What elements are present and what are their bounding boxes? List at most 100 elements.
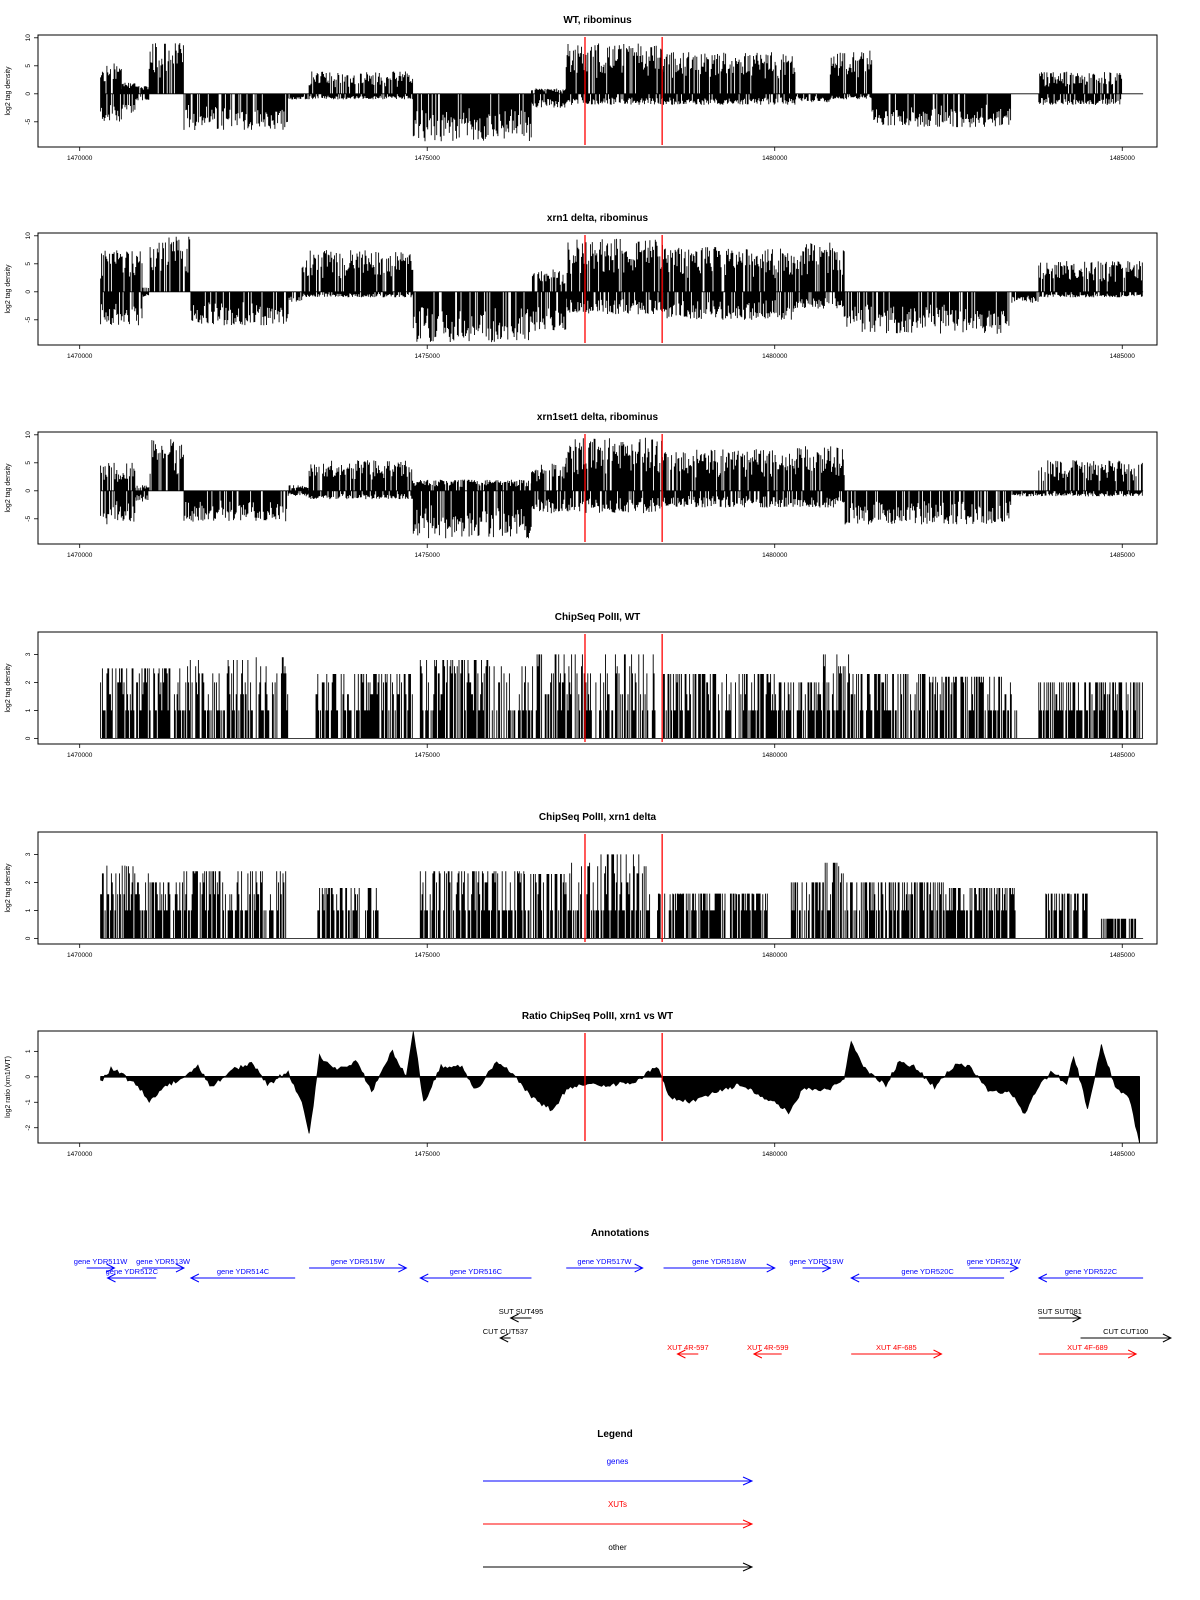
- x-tick-label: 1480000: [762, 952, 788, 959]
- legend-panel: Legend genes XUTs other: [483, 1429, 754, 1572]
- feature-xut-4r-599: XUT 4R-599: [747, 1343, 789, 1359]
- legend-entry-genes: genes: [483, 1457, 754, 1486]
- y-tick-label: 5: [25, 64, 32, 68]
- feature-gene-ydr518w: gene YDR518W: [663, 1257, 776, 1273]
- feature-gene-ydr511w: gene YDR511W: [74, 1257, 128, 1273]
- feature-label: gene YDR522C: [1065, 1267, 1118, 1276]
- panel-title: ChipSeq PolII, WT: [555, 612, 641, 623]
- feature-label: SUT SUT495: [499, 1307, 543, 1316]
- legend-title: Legend: [597, 1429, 633, 1440]
- y-tick-label: 0: [25, 92, 32, 96]
- feature-arrow-head: [189, 1273, 200, 1283]
- y-axis-label: log2 ratio (xrn1/WT): [5, 1056, 12, 1118]
- x-tick-label: 1485000: [1110, 952, 1136, 959]
- feature-label: gene YDR517W: [577, 1257, 632, 1266]
- feature-label: gene YDR520C: [901, 1267, 954, 1276]
- x-tick-label: 1485000: [1110, 155, 1136, 162]
- y-axis-label: log2 tag density: [5, 863, 12, 913]
- x-tick-label: 1485000: [1110, 752, 1136, 759]
- feature-label: CUT CUT100: [1103, 1327, 1148, 1336]
- plot-area: [100, 437, 1144, 539]
- feature-arrow-head: [1072, 1313, 1082, 1323]
- x-tick-label: 1480000: [762, 552, 788, 559]
- feature-sut-sut495: SUT SUT495: [499, 1307, 543, 1323]
- panel-title: ChipSeq PolII, xrn1 delta: [539, 812, 657, 823]
- y-tick-label: -2: [25, 1124, 32, 1130]
- feature-xut-4f-689: XUT 4F-689: [1038, 1343, 1138, 1359]
- x-tick-label: 1470000: [67, 552, 93, 559]
- y-axis-label: log2 tag density: [5, 66, 12, 116]
- feature-arrow-head: [106, 1273, 116, 1283]
- y-tick-label: 5: [25, 461, 32, 465]
- feature-gene-ydr520c: gene YDR520C: [850, 1267, 1005, 1283]
- legend-entry-xuts: XUTs: [483, 1500, 754, 1529]
- feature-arrow-head: [933, 1349, 943, 1359]
- feature-gene-ydr514c: gene YDR514C: [189, 1267, 296, 1283]
- y-tick-label: -5: [25, 317, 32, 323]
- x-tick-label: 1470000: [67, 1151, 93, 1158]
- density-bars: [100, 236, 1143, 343]
- track-panel-4: ChipSeq PolII, WT 0 1 2 3 log2 tag density 147…: [5, 612, 1158, 759]
- feature-arrow-head: [106, 1263, 116, 1273]
- y-tick-label: 2: [25, 880, 32, 884]
- y-tick-label: 0: [25, 936, 32, 940]
- feature-arrow-head: [499, 1333, 509, 1343]
- feature-label: gene YDR519W: [789, 1257, 844, 1266]
- feature-label: gene YDR513W: [136, 1257, 191, 1266]
- feature-gene-ydr516c: gene YDR516C: [419, 1267, 532, 1283]
- density-bars: [100, 43, 1123, 142]
- plot-frame: [37, 831, 1158, 945]
- track-panel-1: WT, ribominus -5 0 5 10 log2 tag density 14700…: [5, 15, 1158, 162]
- y-tick-label: 5: [25, 262, 32, 266]
- y-tick-label: 3: [25, 852, 32, 856]
- y-tick-label: 3: [25, 652, 32, 656]
- feature-label: gene YDR512C: [106, 1267, 159, 1276]
- density-bars: [100, 437, 1143, 539]
- feature-arrow-head: [175, 1263, 186, 1273]
- y-axis-label: log2 tag density: [5, 264, 12, 314]
- track-panel-6: Ratio ChipSeq PolII, xrn1 vs WT -2 -1 0 1 log…: [5, 1011, 1158, 1158]
- feature-arrow-head: [1009, 1263, 1020, 1273]
- feature-cut-cut537: CUT CUT537: [483, 1327, 528, 1343]
- feature-gene-ydr522c: gene YDR522C: [1037, 1267, 1144, 1283]
- x-tick-label: 1475000: [415, 155, 441, 162]
- feature-gene-ydr512c: gene YDR512C: [106, 1267, 159, 1283]
- x-tick-label: 1470000: [67, 155, 93, 162]
- feature-label: gene YDR518W: [692, 1257, 747, 1266]
- feature-label: gene YDR514C: [217, 1267, 270, 1276]
- feature-gene-ydr521w: gene YDR521W: [967, 1257, 1022, 1273]
- plot-frame: [37, 1030, 1158, 1144]
- feature-label: gene YDR516C: [450, 1267, 503, 1276]
- plot-area: [100, 854, 1144, 939]
- y-tick-label: 1: [25, 708, 32, 712]
- feature-label: SUT SUT081: [1037, 1307, 1081, 1316]
- feature-arrow-head: [850, 1273, 860, 1283]
- plot-frame: [37, 431, 1158, 545]
- panel-title: xrn1 delta, ribominus: [547, 213, 649, 224]
- feature-gene-ydr515w: gene YDR515W: [309, 1257, 408, 1273]
- legend-arrow-head: [742, 1519, 754, 1529]
- x-tick-label: 1470000: [67, 752, 93, 759]
- density-bars: [100, 854, 1137, 939]
- feature-arrow-head: [676, 1349, 686, 1359]
- y-tick-label: 10: [25, 232, 32, 240]
- plot-area: [100, 654, 1144, 739]
- feature-arrow-head: [634, 1263, 644, 1273]
- plot-frame: [37, 34, 1158, 148]
- plot-area: [100, 43, 1144, 142]
- legend-label: other: [608, 1543, 627, 1552]
- feature-xut-4f-685: XUT 4F-685: [851, 1343, 943, 1359]
- y-tick-label: 0: [25, 1075, 32, 1079]
- y-tick-label: -5: [25, 119, 32, 125]
- feature-sut-sut081: SUT SUT081: [1037, 1307, 1082, 1323]
- x-tick-label: 1485000: [1110, 1151, 1136, 1158]
- legend-arrow-head: [742, 1562, 754, 1572]
- y-tick-label: 0: [25, 489, 32, 493]
- y-tick-label: 1: [25, 1049, 32, 1053]
- x-tick-label: 1470000: [67, 952, 93, 959]
- x-tick-label: 1485000: [1110, 552, 1136, 559]
- feature-xut-4r-597: XUT 4R-597: [667, 1343, 709, 1359]
- y-tick-label: 0: [25, 736, 32, 740]
- feature-label: XUT 4F-685: [876, 1343, 917, 1352]
